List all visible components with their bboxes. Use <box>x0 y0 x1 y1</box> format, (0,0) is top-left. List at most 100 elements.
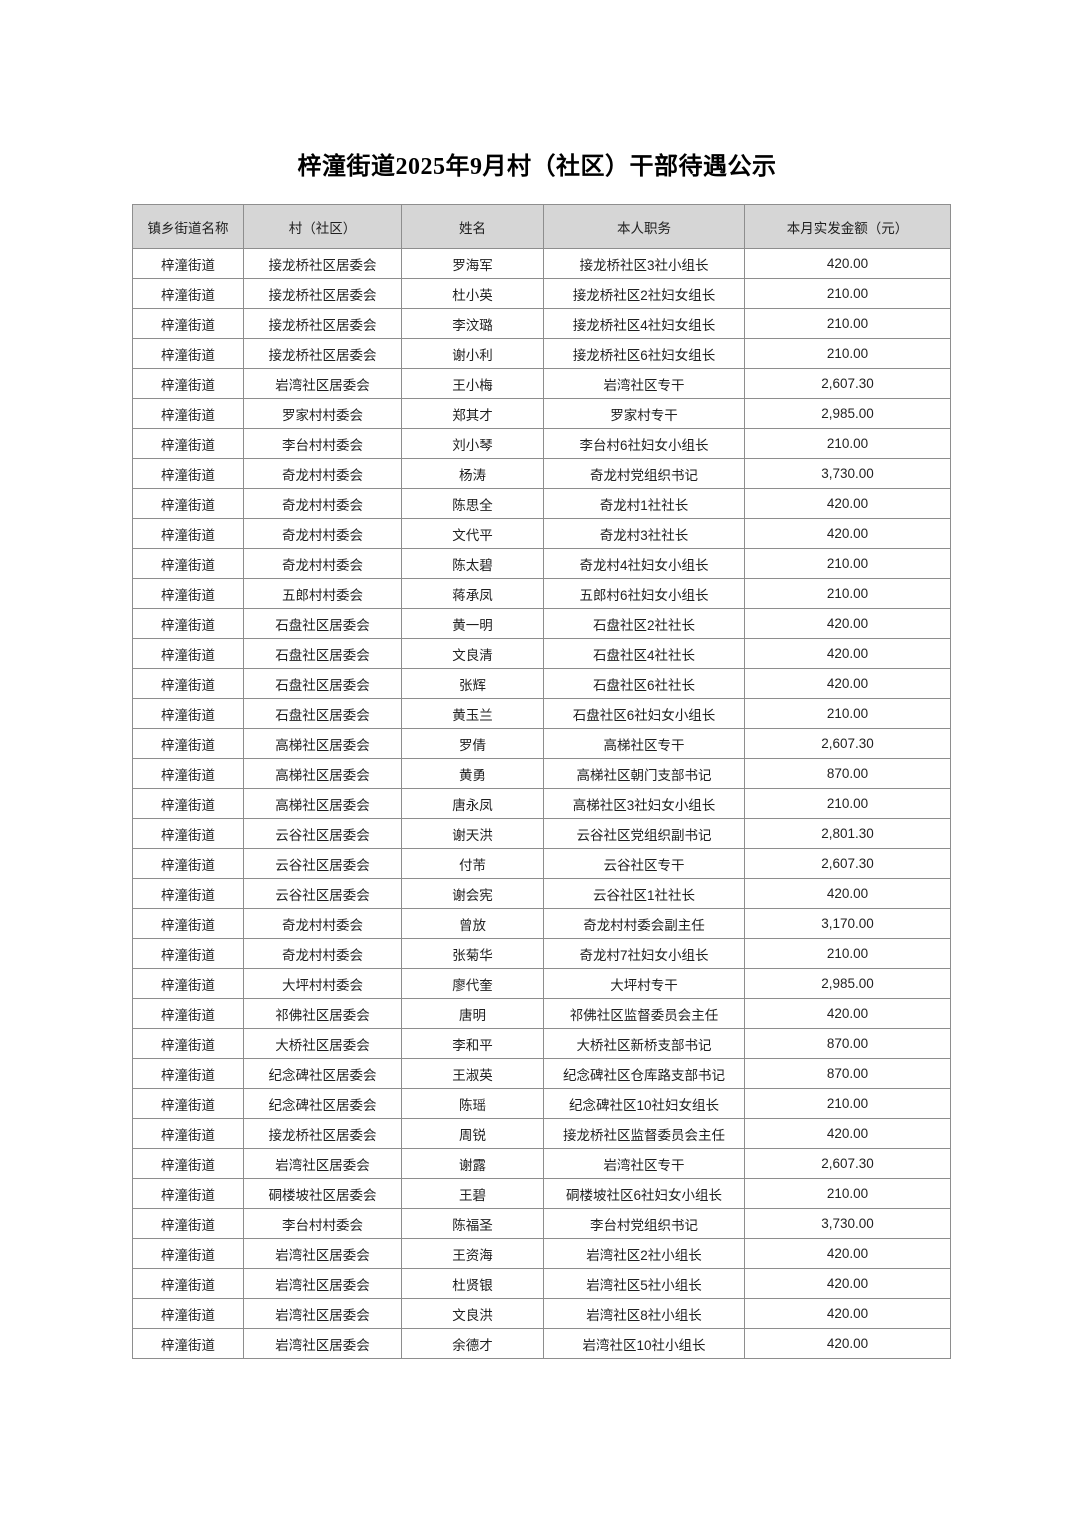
cell-amount: 210.00 <box>744 578 951 609</box>
cell-person-name: 文良清 <box>401 638 544 669</box>
table-header-row: 镇乡街道名称 村（社区） 姓名 本人职务 本月实发金额（元） <box>132 204 951 249</box>
cell-amount: 420.00 <box>744 488 951 519</box>
table-row: 梓潼街道 大坪村村委会 廖代奎 大坪村专干 2,985.00 <box>132 968 951 999</box>
table-row: 梓潼街道 奇龙村村委会 张菊华 奇龙村7社妇女小组长 210.00 <box>132 938 951 969</box>
cell-street-name: 梓潼街道 <box>132 1208 244 1239</box>
cell-street-name: 梓潼街道 <box>132 848 244 879</box>
cell-street-name: 梓潼街道 <box>132 278 244 309</box>
cell-street-name: 梓潼街道 <box>132 1148 244 1179</box>
cell-position: 岩湾社区2社小组长 <box>543 1238 745 1269</box>
cell-amount: 870.00 <box>744 758 951 789</box>
cell-person-name: 陈福圣 <box>401 1208 544 1239</box>
cell-person-name: 李汶璐 <box>401 308 544 339</box>
cell-village-community: 岩湾社区居委会 <box>243 1238 402 1269</box>
cell-village-community: 云谷社区居委会 <box>243 878 402 909</box>
cell-amount: 3,730.00 <box>744 458 951 489</box>
cell-street-name: 梓潼街道 <box>132 998 244 1029</box>
cell-position: 李台村党组织书记 <box>543 1208 745 1239</box>
cell-amount: 210.00 <box>744 548 951 579</box>
cell-village-community: 高梯社区居委会 <box>243 728 402 759</box>
table-row: 梓潼街道 岩湾社区居委会 王资海 岩湾社区2社小组长 420.00 <box>132 1238 951 1269</box>
cell-person-name: 罗倩 <box>401 728 544 759</box>
cell-street-name: 梓潼街道 <box>132 758 244 789</box>
cell-position: 奇龙村1社社长 <box>543 488 745 519</box>
cell-person-name: 余德才 <box>401 1328 544 1359</box>
cell-amount: 420.00 <box>744 518 951 549</box>
cell-person-name: 王碧 <box>401 1178 544 1209</box>
table-row: 梓潼街道 纪念碑社区居委会 陈瑶 纪念碑社区10社妇女组长 210.00 <box>132 1088 951 1119</box>
cell-village-community: 高梯社区居委会 <box>243 788 402 819</box>
cell-amount: 210.00 <box>744 938 951 969</box>
table-row: 梓潼街道 李台村村委会 刘小琴 李台村6社妇女小组长 210.00 <box>132 428 951 459</box>
cell-street-name: 梓潼街道 <box>132 248 244 279</box>
table-row: 梓潼街道 高梯社区居委会 唐永凤 高梯社区3社妇女小组长 210.00 <box>132 788 951 819</box>
table-row: 梓潼街道 李台村村委会 陈福圣 李台村党组织书记 3,730.00 <box>132 1208 951 1239</box>
cell-amount: 420.00 <box>744 608 951 639</box>
cell-street-name: 梓潼街道 <box>132 968 244 999</box>
cell-person-name: 付芾 <box>401 848 544 879</box>
cell-street-name: 梓潼街道 <box>132 1178 244 1209</box>
cell-street-name: 梓潼街道 <box>132 458 244 489</box>
cell-position: 大桥社区新桥支部书记 <box>543 1028 745 1059</box>
cell-position: 祁佛社区监督委员会主任 <box>543 998 745 1029</box>
table-row: 梓潼街道 接龙桥社区居委会 李汶璐 接龙桥社区4社妇女组长 210.00 <box>132 308 951 339</box>
table-row: 梓潼街道 纪念碑社区居委会 王淑英 纪念碑社区仓库路支部书记 870.00 <box>132 1058 951 1089</box>
cell-street-name: 梓潼街道 <box>132 1058 244 1089</box>
table-row: 梓潼街道 奇龙村村委会 陈太碧 奇龙村4社妇女小组长 210.00 <box>132 548 951 579</box>
cell-amount: 210.00 <box>744 308 951 339</box>
table-row: 梓潼街道 云谷社区居委会 谢天洪 云谷社区党组织副书记 2,801.30 <box>132 818 951 849</box>
cell-street-name: 梓潼街道 <box>132 308 244 339</box>
cell-amount: 2,985.00 <box>744 398 951 429</box>
cell-amount: 870.00 <box>744 1028 951 1059</box>
table-row: 梓潼街道 接龙桥社区居委会 周锐 接龙桥社区监督委员会主任 420.00 <box>132 1118 951 1149</box>
cell-person-name: 谢露 <box>401 1148 544 1179</box>
page-title: 梓潼街道2025年9月村（社区）干部待遇公示 <box>297 154 777 180</box>
table-row: 梓潼街道 奇龙村村委会 陈思全 奇龙村1社社长 420.00 <box>132 488 951 519</box>
cell-village-community: 大桥社区居委会 <box>243 1028 402 1059</box>
cell-person-name: 曾放 <box>401 908 544 939</box>
cell-amount: 2,607.30 <box>744 848 951 879</box>
cell-position: 岩湾社区5社小组长 <box>543 1268 745 1299</box>
cell-position: 奇龙村7社妇女小组长 <box>543 938 745 969</box>
cell-street-name: 梓潼街道 <box>132 398 244 429</box>
cell-person-name: 刘小琴 <box>401 428 544 459</box>
cell-village-community: 大坪村村委会 <box>243 968 402 999</box>
cell-village-community: 岩湾社区居委会 <box>243 1298 402 1329</box>
table-row: 梓潼街道 接龙桥社区居委会 谢小利 接龙桥社区6社妇女组长 210.00 <box>132 338 951 369</box>
table-row: 梓潼街道 云谷社区居委会 付芾 云谷社区专干 2,607.30 <box>132 848 951 879</box>
cell-position: 岩湾社区专干 <box>543 368 745 399</box>
cell-person-name: 陈瑶 <box>401 1088 544 1119</box>
cell-village-community: 岩湾社区居委会 <box>243 1148 402 1179</box>
cell-village-community: 石盘社区居委会 <box>243 698 402 729</box>
cell-village-community: 李台村村委会 <box>243 428 402 459</box>
cell-person-name: 王小梅 <box>401 368 544 399</box>
cell-position: 云谷社区党组织副书记 <box>543 818 745 849</box>
cell-village-community: 岩湾社区居委会 <box>243 1328 402 1359</box>
cell-position: 石盘社区2社社长 <box>543 608 745 639</box>
cell-village-community: 奇龙村村委会 <box>243 518 402 549</box>
cell-person-name: 周锐 <box>401 1118 544 1149</box>
header-street-name: 镇乡街道名称 <box>132 204 244 249</box>
cell-position: 高梯社区朝门支部书记 <box>543 758 745 789</box>
cell-person-name: 杜贤银 <box>401 1268 544 1299</box>
cell-position: 奇龙村3社社长 <box>543 518 745 549</box>
cell-street-name: 梓潼街道 <box>132 1028 244 1059</box>
cell-street-name: 梓潼街道 <box>132 428 244 459</box>
cell-amount: 210.00 <box>744 278 951 309</box>
cell-position: 纪念碑社区仓库路支部书记 <box>543 1058 745 1089</box>
table-row: 梓潼街道 大桥社区居委会 李和平 大桥社区新桥支部书记 870.00 <box>132 1028 951 1059</box>
cell-position: 岩湾社区专干 <box>543 1148 745 1179</box>
cell-village-community: 高梯社区居委会 <box>243 758 402 789</box>
cell-position: 接龙桥社区3社小组长 <box>543 248 745 279</box>
cell-village-community: 接龙桥社区居委会 <box>243 308 402 339</box>
cell-person-name: 李和平 <box>401 1028 544 1059</box>
cell-person-name: 唐明 <box>401 998 544 1029</box>
cell-amount: 3,170.00 <box>744 908 951 939</box>
cell-street-name: 梓潼街道 <box>132 1088 244 1119</box>
table-row: 梓潼街道 岩湾社区居委会 谢露 岩湾社区专干 2,607.30 <box>132 1148 951 1179</box>
table-row: 梓潼街道 奇龙村村委会 杨涛 奇龙村党组织书记 3,730.00 <box>132 458 951 489</box>
cell-person-name: 郑其才 <box>401 398 544 429</box>
cell-person-name: 文代平 <box>401 518 544 549</box>
cell-position: 接龙桥社区监督委员会主任 <box>543 1118 745 1149</box>
cell-amount: 420.00 <box>744 1298 951 1329</box>
